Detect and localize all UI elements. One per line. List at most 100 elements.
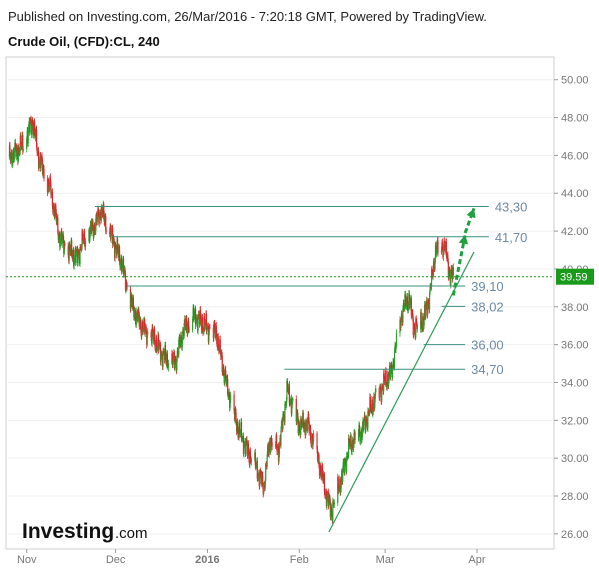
candle-body	[138, 310, 140, 315]
candle-body	[326, 500, 328, 507]
candle-body	[10, 154, 12, 161]
candle-body	[324, 495, 327, 497]
candle-body	[47, 180, 49, 193]
candle-body	[250, 459, 252, 462]
candle-body	[385, 370, 387, 384]
level-lines: 43,30 41,70 39,10 38,02 36,00 34,70	[94, 199, 527, 377]
candle-body	[157, 334, 160, 351]
candle-body	[18, 147, 20, 151]
candle-body	[11, 152, 13, 165]
candle-body	[159, 343, 162, 363]
y-tick-label: 48.00	[561, 113, 589, 125]
candle-body	[9, 145, 11, 156]
y-tick-label: 32.00	[561, 415, 589, 427]
candle-body	[180, 335, 182, 345]
candle-body	[403, 303, 405, 309]
candle-body	[391, 367, 394, 378]
candle-body	[309, 426, 311, 433]
candle-body	[198, 314, 200, 317]
candle-body	[358, 424, 361, 435]
candle-body	[429, 287, 431, 293]
y-tick-label: 30.00	[561, 453, 589, 465]
candle-body	[287, 390, 289, 392]
candle-body	[121, 268, 123, 272]
arrow-shaft	[451, 234, 467, 296]
level-label: 39,10	[471, 279, 504, 294]
candle-body	[202, 330, 205, 333]
candle-body	[333, 504, 335, 506]
candle-body	[217, 336, 219, 347]
candle-body	[135, 316, 137, 325]
candle-body	[282, 413, 285, 415]
candle-body	[56, 221, 58, 223]
candle-body	[226, 377, 228, 379]
candle-body	[447, 254, 449, 262]
candle-body	[326, 494, 328, 501]
candle-body	[282, 413, 284, 429]
candle-body	[435, 245, 437, 255]
candle-body	[323, 474, 326, 492]
candle-body	[208, 327, 211, 332]
candle-body	[194, 309, 197, 326]
current-price-label: 39.59	[560, 272, 588, 284]
candle-body	[337, 477, 339, 489]
candle-body	[162, 351, 164, 368]
candle-body	[206, 326, 209, 329]
candle-body	[263, 484, 265, 494]
candle-body	[13, 149, 15, 160]
candle-body	[381, 386, 383, 402]
candle-body	[164, 345, 167, 354]
candle-body	[302, 412, 304, 426]
candle-body	[339, 478, 341, 493]
y-tick-label: 34.00	[561, 377, 589, 389]
candle-body	[299, 428, 301, 433]
candle-body	[11, 162, 14, 165]
candle-body	[199, 309, 201, 325]
candle-body	[123, 269, 125, 275]
candle-body	[221, 352, 223, 356]
candle-body	[248, 451, 250, 459]
candle-body	[110, 225, 112, 240]
candle-body	[304, 421, 306, 436]
candle-body	[245, 440, 247, 454]
logo-brand: Investing	[22, 520, 114, 543]
candle-body	[387, 374, 389, 386]
candle-body	[239, 430, 242, 434]
candle-body	[219, 339, 221, 353]
candle-body	[156, 343, 159, 350]
candle-body	[184, 318, 186, 327]
candle-body	[310, 435, 313, 445]
candle-body	[118, 246, 121, 263]
x-tick-label: Dec	[106, 554, 126, 566]
candle-body	[26, 137, 28, 149]
candle-body	[172, 355, 174, 362]
candle-body	[303, 425, 305, 430]
candle-body	[20, 135, 22, 146]
candle-body	[368, 411, 370, 413]
candle-body	[238, 423, 241, 434]
candle-body	[276, 448, 279, 452]
candle-body	[174, 359, 176, 366]
candle-body	[186, 324, 188, 334]
candle-body	[401, 314, 403, 320]
target-arrows	[451, 207, 476, 296]
candle-body	[112, 237, 114, 245]
candle-body	[230, 394, 232, 400]
y-tick-label: 36.00	[561, 340, 589, 352]
candle-body	[60, 233, 62, 242]
candle-body	[119, 262, 121, 267]
candle-body	[226, 377, 228, 384]
candle-body	[307, 420, 309, 430]
candle-body	[136, 310, 138, 320]
candle-body	[257, 474, 259, 478]
x-tick-label: Nov	[17, 554, 37, 566]
candle-body	[142, 329, 144, 332]
candle-body	[368, 412, 370, 414]
candle-body	[404, 294, 406, 299]
candle-body	[180, 335, 182, 340]
candle-body	[113, 239, 115, 245]
candle-body	[344, 461, 346, 473]
candle-body	[53, 207, 55, 217]
candle-body	[448, 272, 450, 278]
